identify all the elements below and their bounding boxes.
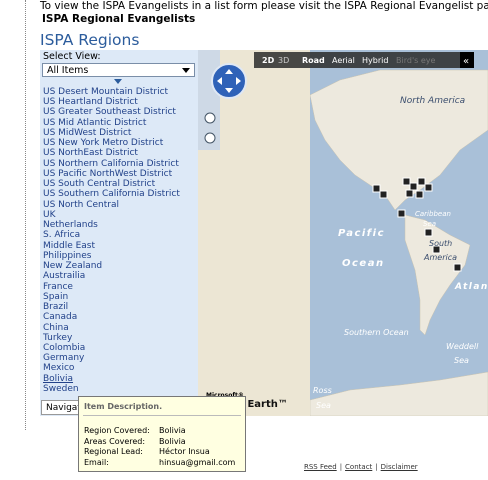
map-label: Pacific [338,228,385,239]
region-item[interactable]: China [43,322,69,333]
separator: | [375,463,378,471]
tooltip-value: Héctor Insua [159,447,210,456]
region-item[interactable]: Mexico [43,363,75,374]
region-item[interactable]: Turkey [43,332,73,343]
region-item[interactable]: Philippines [43,250,92,261]
view-mode[interactable]: 3D [278,56,289,65]
sidebar [40,50,198,416]
map-label: Weddell [446,342,479,351]
region-item[interactable]: Netherlands [43,220,98,231]
map-label: Ross [313,386,332,395]
footer-link[interactable]: Contact [345,463,373,471]
pan-control[interactable] [211,63,247,99]
region-item[interactable]: France [43,281,73,292]
region-item[interactable]: US Pacific NorthWest District [43,168,173,179]
map-label: Ocean [342,258,385,269]
map-label: Atlantic [454,282,488,292]
tooltip: Item Description. Region Covered: Bolivia… [78,396,246,472]
footer-link[interactable]: RSS Feed [304,463,337,471]
region-item[interactable]: US Desert Mountain District [43,87,169,97]
collapse-button[interactable] [460,52,474,68]
map-logo: Virtual Earth™ [206,399,288,410]
map-pins [372,177,462,272]
region-item[interactable]: US South Central District [43,179,156,190]
map-label: Sea [423,220,436,228]
map-label: Sea [454,356,469,365]
land [309,69,488,211]
map-style[interactable]: Road [302,56,325,65]
region-item[interactable]: US MidWest District [43,127,132,138]
region-item[interactable]: US North Central [43,199,119,210]
region-item[interactable]: Middle East [43,240,96,251]
tooltip-value: Bolivia [159,426,186,435]
tooltip-label: Areas Covered: [84,436,146,446]
map-toolbar [254,52,462,68]
subtitle: ISPA Regional Evangelists [42,13,196,25]
select-label: Select View: [43,51,101,62]
footer-link[interactable]: Disclaimer [380,463,418,471]
map-label: Sea [316,401,331,410]
tooltip-label: Email: [84,457,109,467]
map-style[interactable]: Hybrid [362,56,388,65]
region-item[interactable]: Germany [43,353,85,364]
land [309,371,488,416]
map-label: Caribbean [415,210,451,218]
footer: RSS Feed | Contact | Disclaimer [304,463,418,471]
map-label: Southern Ocean [344,328,409,337]
map-label: North America [400,96,465,106]
map-label: South [429,239,452,248]
tooltip-label: Regional Lead: [84,447,143,456]
zoom-out[interactable] [204,132,216,144]
tooltip-value: Bolivia [159,436,186,446]
select-value: All Items [47,65,89,76]
region-item[interactable]: US Heartland District [43,97,138,108]
collapse-label[interactable]: « [463,56,469,67]
view-select[interactable]: All Items [42,63,195,77]
dropdown-arrow [182,68,190,73]
view-mode[interactable]: 2D [262,56,275,65]
region-item[interactable]: US Greater Southeast District [43,107,176,118]
title: ISPA Regions [40,31,140,49]
region-item[interactable]: Brazil [43,302,69,313]
map-logo-small: Microsoft® [206,392,244,399]
map-style[interactable]: Bird's eye [396,56,436,65]
region-item[interactable]: US New York Metro District [43,138,164,149]
tooltip-rule [83,415,241,416]
map[interactable]: 2D 3D Road Aerial Hybrid Bird's eye « North Ame… [198,50,488,416]
region-item[interactable]: Bolivia [43,373,74,384]
separator: | [339,463,343,471]
map-style[interactable]: Aerial [332,56,355,65]
region-item[interactable]: Colombia [43,343,86,353]
region-item[interactable]: US Northern California District [43,158,179,169]
divider [25,0,26,430]
tooltip-label: Region Covered: [84,426,150,435]
region-item[interactable]: Austrailia [43,271,86,282]
region-item[interactable]: Canada [43,312,78,323]
tooltip-title: Item Description. [84,402,163,411]
region-item[interactable]: Sweden [43,383,79,394]
region-item[interactable]: US Mid Atlantic District [43,117,147,128]
region-item[interactable]: UK [43,209,56,220]
zoom-in[interactable] [204,112,216,124]
land [404,214,471,336]
region-item[interactable]: US Southern California District [43,189,180,200]
pan-arrows [217,69,241,93]
region-item[interactable]: Spain [43,291,69,302]
region-item[interactable]: US NorthEast District [43,148,138,159]
intro-text: To view the ISPA Evangelists in a list f… [40,0,488,12]
scroll-arrow[interactable] [114,79,122,85]
region-item[interactable]: S. Africa [43,230,81,241]
tooltip-value: hinsua@gmail.com [159,457,236,467]
map-label: America [423,253,457,262]
region-item[interactable]: New Zealand [43,261,103,272]
